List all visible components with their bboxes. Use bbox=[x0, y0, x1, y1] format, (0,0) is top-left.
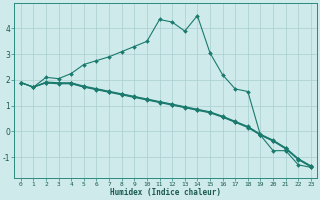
X-axis label: Humidex (Indice chaleur): Humidex (Indice chaleur) bbox=[110, 188, 221, 197]
